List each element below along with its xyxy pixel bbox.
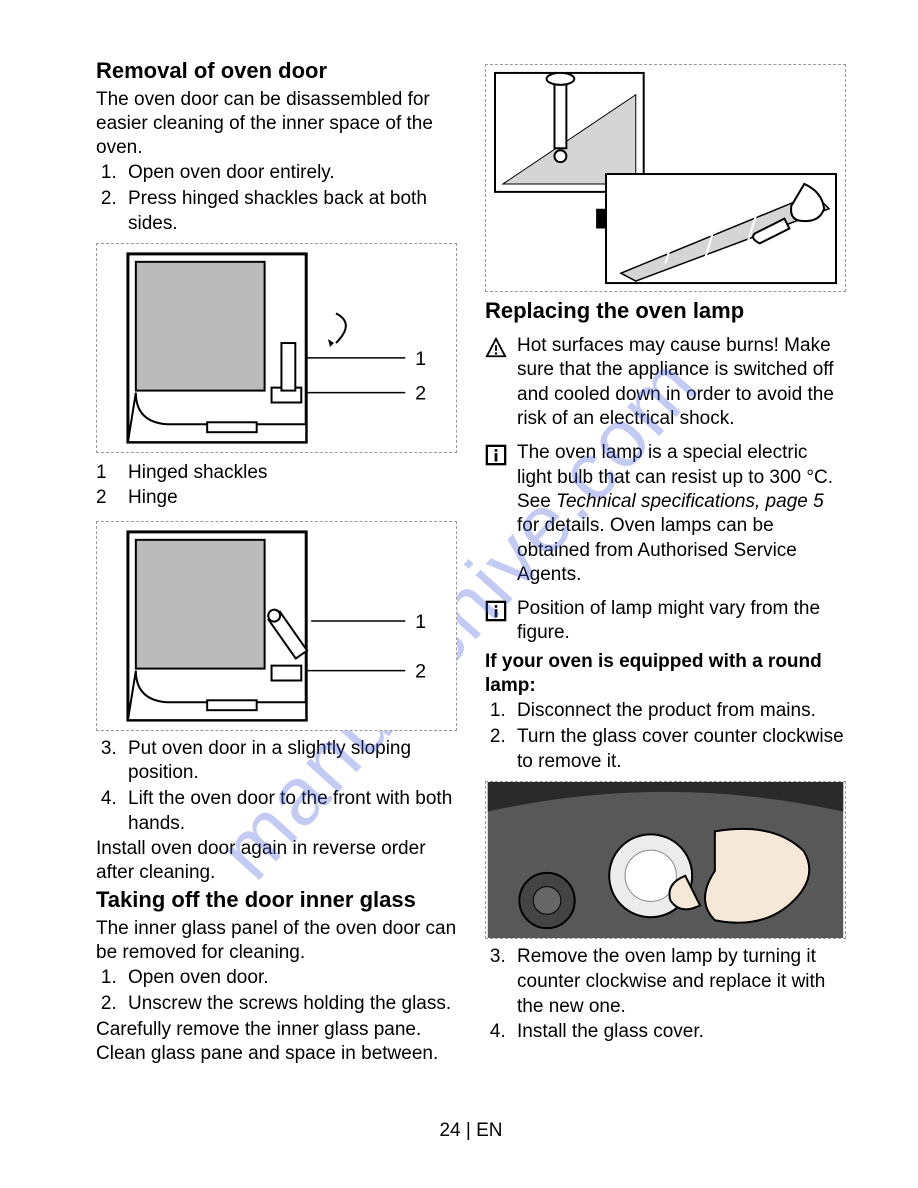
step-2: Press hinged shackles back at both sides…	[122, 187, 457, 236]
para-glass-clean: Carefully remove the inner glass pane. C…	[96, 1018, 457, 1066]
lamp-step-1: Disconnect the product from mains.	[511, 699, 846, 724]
para-reinstall: Install oven door again in reverse order…	[96, 837, 457, 885]
legend-text-2: Hinge	[128, 486, 178, 511]
figure-legend: 1 Hinged shackles 2 Hinge	[96, 461, 457, 510]
figure-glass-removal	[485, 64, 846, 292]
diagram-hinge-closed-icon: 1 2	[97, 244, 456, 452]
info-text-1: The oven lamp is a special electric ligh…	[517, 441, 846, 587]
warning-row: Hot surfaces may cause burns! Make sure …	[485, 334, 846, 431]
step-4: Lift the oven door to the front with bot…	[122, 787, 457, 836]
lamp-step-4: Install the glass cover.	[511, 1020, 846, 1045]
lamp-step-3: Remove the oven lamp by turning it count…	[511, 945, 846, 1019]
heading-removal: Removal of oven door	[96, 58, 457, 84]
lamp-steps-2: Remove the oven lamp by turning it count…	[485, 945, 846, 1046]
steps-list-1: Open oven door entirely. Press hinged sh…	[96, 161, 457, 237]
legend-num-2: 2	[96, 486, 128, 511]
glass-step-2: Unscrew the screws holding the glass.	[122, 992, 457, 1017]
page: manualshive.com Removal of oven door The…	[0, 0, 918, 1188]
figure-hinge-1: 1 2	[96, 243, 457, 453]
diagram-glass-removal-icon	[486, 65, 845, 291]
content-columns: Removal of oven door The oven door can b…	[96, 58, 846, 1108]
para-intro: The oven door can be disassembled for ea…	[96, 88, 457, 159]
legend-text-1: Hinged shackles	[128, 461, 267, 486]
left-column: Removal of oven door The oven door can b…	[96, 58, 457, 1108]
step-1: Open oven door entirely.	[122, 161, 457, 186]
info1-b: Technical specifications, page 5	[556, 491, 824, 512]
diagram-lamp-cover-icon	[486, 782, 845, 938]
step-3: Put oven door in a slightly sloping posi…	[122, 737, 457, 786]
lamp-step-2: Turn the glass cover counter clockwise t…	[511, 725, 846, 774]
glass-steps: Open oven door. Unscrew the screws holdi…	[96, 966, 457, 1017]
glass-step-1: Open oven door.	[122, 966, 457, 991]
page-footer: 24 | EN	[96, 1120, 846, 1142]
fig1-label-1: 1	[415, 348, 426, 370]
info-square-icon	[485, 444, 507, 466]
para-glass-intro: The inner glass panel of the oven door c…	[96, 917, 457, 965]
legend-row-2: 2 Hinge	[96, 486, 457, 511]
diagram-hinge-open-icon: 1 2	[97, 522, 456, 730]
info1-c: for details. Oven lamps can be obtained …	[517, 515, 797, 585]
fig2-label-1: 1	[415, 611, 426, 633]
info-text-2: Position of lamp might vary from the fig…	[517, 597, 846, 646]
info-row-2: Position of lamp might vary from the fig…	[485, 597, 846, 646]
info-row-1: The oven lamp is a special electric ligh…	[485, 441, 846, 587]
legend-row-1: 1 Hinged shackles	[96, 461, 457, 486]
heading-inner-glass: Taking off the door inner glass	[96, 887, 457, 913]
heading-round-lamp: If your oven is equipped with a round la…	[485, 650, 846, 698]
lamp-steps-1: Disconnect the product from mains. Turn …	[485, 699, 846, 775]
figure-hinge-2: 1 2	[96, 521, 457, 731]
warning-text: Hot surfaces may cause burns! Make sure …	[517, 334, 846, 431]
right-column: Replacing the oven lamp Hot surfaces may…	[485, 58, 846, 1108]
figure-lamp-cover	[485, 781, 846, 939]
fig1-label-2: 2	[415, 383, 426, 405]
warning-triangle-icon	[485, 337, 507, 359]
heading-lamp: Replacing the oven lamp	[485, 298, 846, 324]
info-square-icon	[485, 600, 507, 622]
legend-num-1: 1	[96, 461, 128, 486]
steps-list-2: Put oven door in a slightly sloping posi…	[96, 737, 457, 838]
fig2-label-2: 2	[415, 660, 426, 682]
